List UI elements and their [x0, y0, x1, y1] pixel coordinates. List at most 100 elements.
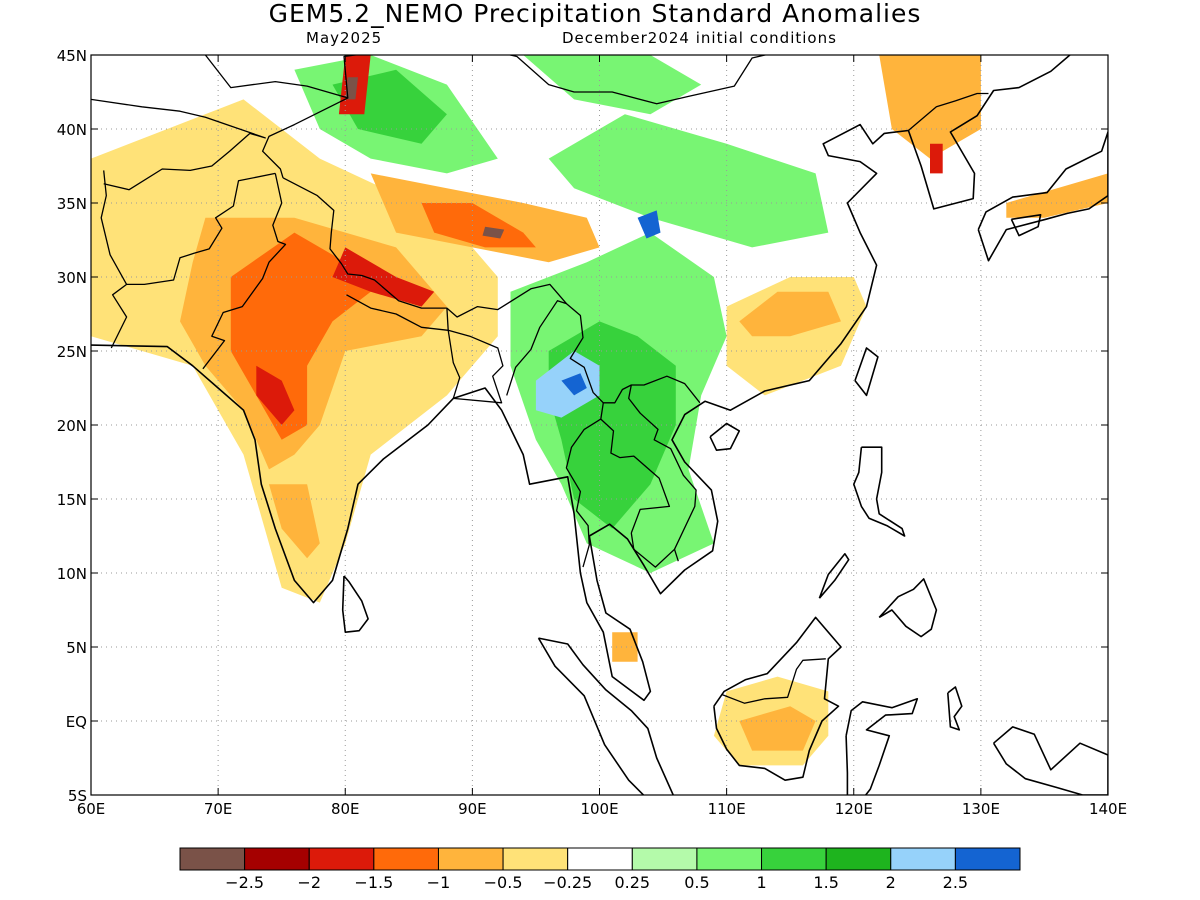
anomaly-region-south-india-dry: [269, 484, 320, 559]
lat-tick-label: 35N: [57, 195, 87, 213]
sri-lanka-coast: [341, 575, 369, 634]
colorbar-swatch: [631, 847, 698, 871]
laos-vietnam-border: [628, 384, 697, 550]
halmahera-coast: [947, 686, 963, 731]
colorbar-swatch: [244, 847, 310, 871]
china-kyrgyz-tajik-border: [261, 97, 349, 178]
lon-tick-label: 120E: [835, 800, 873, 818]
lat-tick-label: 25N: [57, 343, 87, 361]
myanmar-thai-laos-border: [565, 402, 604, 568]
colorbar-label: −1: [427, 873, 451, 892]
pakistan-india-border: [202, 173, 287, 370]
sulawesi-coast: [845, 697, 919, 795]
colorbar-label: 1.5: [813, 873, 838, 892]
shikoku-coast: [1010, 214, 1042, 237]
colorbar-label: 0.5: [684, 873, 709, 892]
colorbar-swatch: [308, 847, 375, 871]
kazakh-border: [204, 55, 360, 99]
luzon-coast: [852, 446, 906, 537]
lat-tick-label: 30N: [57, 269, 87, 287]
anomaly-region-india-hotspot: [256, 365, 295, 425]
lat-tick-label: EQ: [66, 713, 87, 731]
bangladesh-border: [447, 329, 504, 404]
chart-title: GEM5.2_NEMO Precipitation Standard Anoma…: [268, 0, 922, 28]
colorbar-swatch: [179, 847, 246, 871]
anomaly-region-sumatra-dry: [612, 632, 638, 662]
cambodia-border: [630, 532, 679, 568]
anomaly-region-north-china-wet: [548, 114, 829, 248]
colorbar-label: −2: [297, 873, 321, 892]
coastlines: [91, 55, 1108, 795]
lon-tick-label: 80E: [331, 800, 360, 818]
colorbar-label: −1.5: [354, 873, 393, 892]
colorbar-swatch: [567, 847, 633, 871]
graticule: [91, 55, 1108, 795]
lat-tick-label: 10N: [57, 565, 87, 583]
anomaly-region-himalaya-front: [332, 247, 435, 307]
sumatra-coast: [537, 637, 675, 795]
new-guinea-coast: [992, 726, 1108, 795]
anomaly-region-japan-dry: [1006, 173, 1108, 218]
country-borders: [91, 55, 989, 704]
taiwan-coast: [854, 347, 879, 397]
mindanao-coast: [878, 578, 938, 638]
hainan-coast: [709, 422, 741, 452]
colorbar-swatch: [954, 847, 1021, 871]
anomaly-region-tibet-peak: [482, 226, 505, 239]
colorbar-label: 2.5: [943, 873, 968, 892]
borneo-coast: [713, 616, 842, 782]
myanmar-china-border: [565, 303, 701, 404]
initial-conditions: December2024 initial conditions: [562, 29, 837, 47]
colorbar-label: 0.25: [614, 873, 650, 892]
anomaly-region-tarim-peak: [345, 77, 358, 100]
colorbar-label: −0.5: [484, 873, 523, 892]
colorbar-swatch: [890, 847, 956, 871]
nepal-india-border: [346, 294, 449, 331]
colorbar-swatch: [373, 847, 439, 871]
lon-tick-label: 90E: [458, 800, 487, 818]
lat-tick-label: 40N: [57, 121, 87, 139]
lon-tick-label: 60E: [77, 800, 106, 818]
lat-tick-label: 15N: [57, 491, 87, 509]
lon-tick-label: 130E: [962, 800, 1000, 818]
lon-tick-label: 100E: [580, 800, 618, 818]
china-korea-border: [907, 92, 989, 131]
asia-mainland-coast: [91, 55, 1071, 702]
colorbar-swatch: [437, 847, 504, 871]
colorbar-swatch: [696, 847, 763, 871]
anomaly-region-korea-dry: [879, 55, 981, 159]
anomaly-region-mongolia-wet: [523, 55, 702, 115]
lon-tick-label: 70E: [204, 800, 233, 818]
anomaly-region-central-china-dry2: [739, 291, 841, 337]
lon-tick-label: 140E: [1089, 800, 1127, 818]
anomaly-region-myanmar-blue: [561, 373, 587, 396]
colorbar-swatch: [825, 847, 892, 871]
lat-tick-label: 5N: [66, 639, 87, 657]
colorbar-label: 2: [886, 873, 896, 892]
axis-ticks: 60E 70E 80E 90E 100E 110E 120E 130E 140E 45N 40N 35…: [57, 47, 1127, 818]
borneo-internal-border: [721, 658, 826, 704]
colorbar-swatch: [502, 847, 569, 871]
colorbar-label: −2.5: [225, 873, 264, 892]
anomaly-region-tibet-core: [421, 203, 536, 248]
colorbar-label: 1: [756, 873, 766, 892]
anomaly-region-korea-red: [930, 143, 943, 174]
colorbar-swatch: [761, 847, 827, 871]
anomaly-region-borneo-core: [739, 706, 816, 751]
thai-laos-border: [600, 418, 671, 534]
iran-afghan-pak-border: [100, 170, 128, 349]
kyushu-honshu-coast: [977, 131, 1108, 262]
central-asia-north-border: [91, 98, 266, 191]
lon-tick-label: 110E: [708, 800, 746, 818]
lat-tick-label: 20N: [57, 417, 87, 435]
colorbar: −2.5 −2 −1.5 −1 −0.5 −0.25 0.25 0.5 1 1.5 2 2.5: [179, 847, 1021, 892]
lat-tick-label: 5S: [68, 787, 87, 805]
afghan-pak-border: [126, 172, 276, 286]
colorbar-label: −0.25: [543, 873, 592, 892]
anomaly-region-north-china-blue: [637, 210, 661, 239]
lat-tick-label: 45N: [57, 47, 87, 65]
palawan-coast: [818, 552, 850, 599]
forecast-month: May2025: [306, 29, 383, 47]
china-mongolia-border: [507, 55, 768, 105]
